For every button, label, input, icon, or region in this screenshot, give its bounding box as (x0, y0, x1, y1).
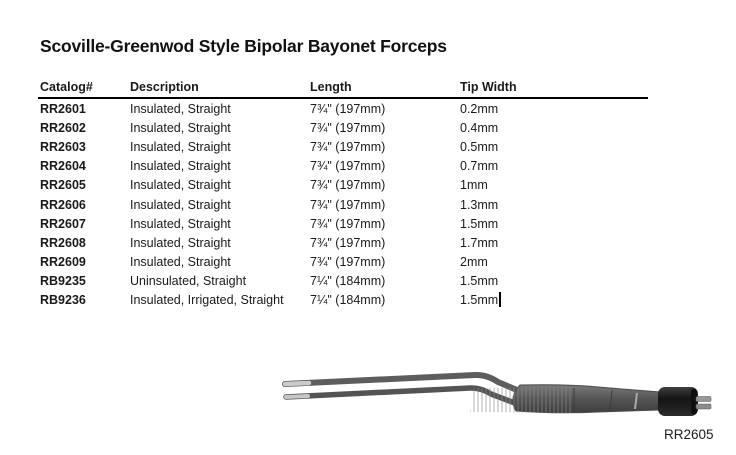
cell-tip-width: 0.7mm (460, 159, 499, 174)
cell-description: Insulated, Straight (130, 120, 231, 135)
table-row: RR2608 Insulated, Straight 7¾" (197mm) 1… (38, 233, 648, 252)
cell-description: Insulated, Straight (130, 139, 231, 154)
cell-length: 7¾" (197mm) (310, 197, 386, 212)
forceps-image (282, 371, 712, 416)
forceps-table: Catalog# Description Length Tip Width RR… (38, 80, 648, 310)
cell-catalog: RR2609 (40, 255, 86, 270)
cell-tip-width: 0.4mm (460, 120, 499, 135)
cell-tip-width: 0.5mm (460, 139, 499, 154)
table-row: RR2604 Insulated, Straight 7¾" (197mm) 0… (38, 157, 648, 176)
cell-length: 7¾" (197mm) (310, 139, 386, 154)
connector-pins (695, 396, 712, 410)
cell-description: Insulated, Straight (130, 255, 231, 270)
cell-catalog: RR2602 (40, 120, 86, 135)
cell-length: 7¾" (197mm) (310, 255, 386, 270)
cell-length: 7¼" (184mm) (310, 274, 386, 289)
figure-label: RR2605 (664, 427, 714, 442)
cell-catalog: RR2608 (40, 235, 86, 250)
cell-description: Insulated, Straight (130, 197, 231, 212)
table-row: RR2605 Insulated, Straight 7¾" (197mm) 1… (38, 176, 648, 195)
cell-tip-width: 1.3mm (460, 197, 499, 212)
cell-description: Insulated, Straight (130, 101, 231, 116)
column-header-catalog: Catalog# (40, 80, 93, 94)
cell-tip-width: 1.5mm (460, 274, 499, 289)
cell-catalog: RR2605 (40, 178, 86, 193)
cell-catalog: RR2604 (40, 159, 86, 174)
cell-catalog: RB9235 (40, 274, 86, 289)
table-row: RB9235 Uninsulated, Straight 7¼" (184mm)… (38, 272, 648, 291)
cell-description: Insulated, Straight (130, 235, 231, 250)
forceps-figure (268, 352, 720, 427)
table-row: RR2602 Insulated, Straight 7¾" (197mm) 0… (38, 118, 648, 137)
cell-tip-width: 2mm (460, 255, 488, 270)
grip-ridges (470, 387, 572, 413)
cell-tip-width: 1mm (460, 178, 488, 193)
cell-length: 7¾" (197mm) (310, 120, 386, 135)
table-row: RR2607 Insulated, Straight 7¾" (197mm) 1… (38, 214, 648, 233)
column-header-length: Length (310, 80, 352, 94)
cell-catalog: RR2607 (40, 216, 86, 231)
cell-tip-width: 0.2mm (460, 101, 499, 116)
table-row: RR2606 Insulated, Straight 7¾" (197mm) 1… (38, 195, 648, 214)
cell-description: Insulated, Straight (130, 159, 231, 174)
table-header-row: Catalog# Description Length Tip Width (38, 80, 648, 99)
cell-catalog: RR2606 (40, 197, 86, 212)
cell-catalog: RR2603 (40, 139, 86, 154)
cell-description: Insulated, Straight (130, 216, 231, 231)
table-row: RR2603 Insulated, Straight 7¾" (197mm) 0… (38, 137, 648, 156)
column-header-description: Description (130, 80, 199, 94)
cell-tip-width: 1.5mm (460, 216, 499, 231)
table-row: RR2609 Insulated, Straight 7¾" (197mm) 2… (38, 253, 648, 272)
column-header-tip-width: Tip Width (460, 80, 517, 94)
cell-tip-width: 1.5mm (458, 292, 648, 308)
cell-description: Insulated, Irrigated, Straight (130, 293, 284, 308)
forceps-upper-prong (282, 371, 539, 401)
cell-description: Uninsulated, Straight (130, 274, 247, 289)
cell-catalog: RR2601 (40, 101, 86, 116)
cell-length: 7¾" (197mm) (310, 178, 386, 193)
table-row: RR2601 Insulated, Straight 7¾" (197mm) 0… (38, 99, 648, 118)
forceps-handle (470, 384, 661, 414)
cell-length: 7¾" (197mm) (310, 216, 386, 231)
page-title: Scoville-Greenwod Style Bipolar Bayonet … (40, 36, 447, 56)
text-cursor (499, 292, 501, 308)
cell-tip-width: 1.7mm (460, 235, 499, 250)
cell-length: 7¼" (184mm) (310, 293, 386, 308)
cell-length: 7¾" (197mm) (310, 101, 386, 116)
cell-description: Insulated, Straight (130, 178, 231, 193)
cell-catalog: RB9236 (40, 293, 86, 308)
cell-length: 7¾" (197mm) (310, 159, 386, 174)
cell-tip-width-text: 1.5mm (460, 292, 499, 307)
connector-cap (658, 387, 698, 416)
cell-length: 7¾" (197mm) (310, 235, 386, 250)
table-row: RB9236 Insulated, Irrigated, Straight 7¼… (38, 291, 648, 310)
